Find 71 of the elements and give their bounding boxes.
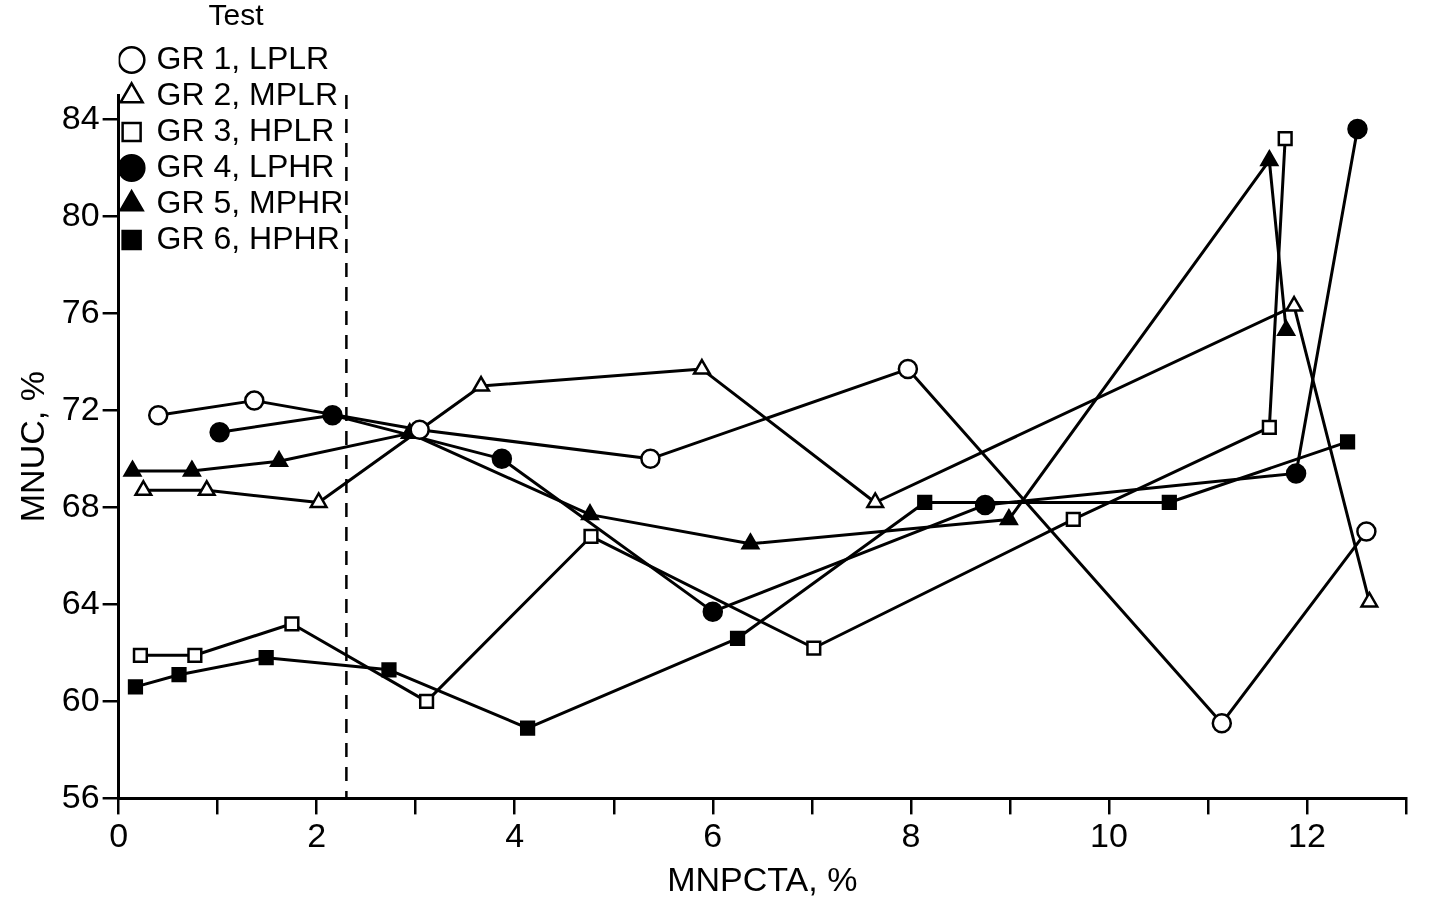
legend-label: GR 1, LPLR <box>156 39 330 76</box>
point <box>702 601 724 622</box>
point <box>1347 118 1368 140</box>
legend-label: GR 5, MPHR <box>156 183 344 220</box>
point <box>472 375 491 392</box>
point <box>1356 521 1377 542</box>
point <box>147 404 169 426</box>
point <box>132 647 149 663</box>
legend-title: Test <box>208 0 265 32</box>
point <box>520 720 536 736</box>
y-tick-label: 60 <box>61 679 100 718</box>
point <box>284 616 300 632</box>
legend-label: GR 6, HPHR <box>156 219 340 256</box>
x-axis-title: MNPCTA, % <box>667 859 858 898</box>
legend-label: GR 3, HPLR <box>156 111 335 148</box>
y-tick-label: 80 <box>61 194 100 233</box>
point <box>187 647 203 663</box>
y-tick-label: 68 <box>61 485 100 524</box>
point <box>1285 295 1304 312</box>
legend-label: GR 4, LPHR <box>156 147 335 184</box>
point <box>409 419 430 440</box>
point <box>806 640 822 656</box>
legend-label: GR 2, MPLR <box>156 75 338 112</box>
point <box>999 509 1018 526</box>
x-tick-label: 10 <box>1090 816 1128 855</box>
point <box>1260 150 1279 167</box>
x-tick-label: 8 <box>901 816 921 855</box>
point <box>1277 320 1296 337</box>
y-tick-label: 72 <box>61 388 100 427</box>
point <box>209 421 230 443</box>
point <box>309 492 328 509</box>
point <box>1161 494 1177 511</box>
point <box>1211 712 1233 734</box>
point <box>897 358 919 380</box>
point <box>134 480 153 497</box>
point <box>580 504 600 521</box>
point <box>182 460 201 477</box>
point <box>491 448 513 470</box>
point <box>270 451 289 467</box>
y-tick-label: 64 <box>61 582 100 621</box>
point <box>741 533 760 550</box>
x-tick-label: 6 <box>703 816 723 855</box>
point <box>123 460 142 477</box>
point <box>171 667 187 683</box>
y-tick-label: 84 <box>61 97 100 136</box>
point <box>197 480 216 497</box>
point <box>1277 131 1293 147</box>
point <box>917 494 933 511</box>
point <box>127 679 144 695</box>
point <box>381 662 397 678</box>
point <box>692 358 711 375</box>
point <box>974 494 996 516</box>
x-tick-label: 12 <box>1288 816 1326 855</box>
point <box>1360 591 1379 608</box>
x-tick-label: 0 <box>109 816 129 855</box>
point <box>640 448 661 470</box>
point <box>258 650 274 666</box>
point <box>244 390 265 411</box>
point <box>418 693 435 709</box>
y-axis-title: MNUC, % <box>12 371 51 523</box>
point <box>1339 434 1356 450</box>
x-tick-label: 4 <box>505 816 525 855</box>
x-tick-label: 2 <box>307 816 327 855</box>
point <box>866 492 885 509</box>
point <box>1065 511 1081 528</box>
point <box>1261 419 1277 435</box>
point <box>1285 463 1307 484</box>
point <box>583 528 599 545</box>
y-tick-label: 76 <box>61 291 100 330</box>
point <box>729 630 746 646</box>
y-tick-label: 56 <box>61 776 100 815</box>
